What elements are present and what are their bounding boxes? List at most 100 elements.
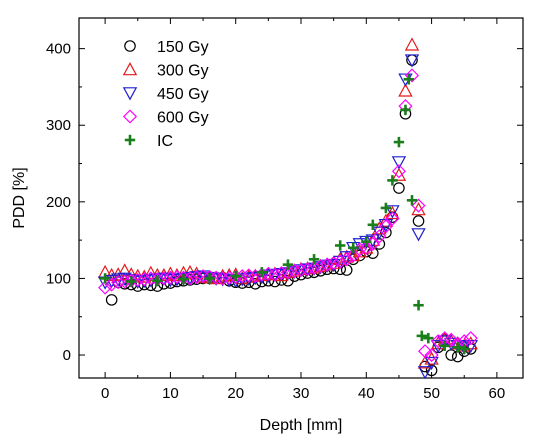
data-point	[230, 270, 241, 282]
data-point	[105, 294, 118, 306]
data-point	[99, 273, 111, 284]
data-point	[287, 263, 302, 278]
legend-marker	[122, 87, 138, 101]
data-point	[267, 267, 282, 282]
data-point	[393, 136, 405, 148]
data-point	[117, 274, 132, 289]
data-point	[417, 366, 433, 380]
data-point	[249, 277, 262, 290]
data-point	[424, 356, 439, 371]
x-tick-label: 20	[227, 385, 244, 402]
plot-border	[78, 17, 524, 379]
data-point	[412, 215, 425, 227]
data-point	[209, 270, 224, 285]
data-point	[189, 269, 204, 284]
data-point	[204, 273, 215, 284]
data-point	[156, 271, 171, 286]
data-point	[391, 156, 407, 170]
data-point	[391, 164, 406, 179]
data-point	[143, 271, 158, 286]
legend-label: 300 Gy	[157, 63, 209, 80]
x-axis-ticks: 0 10 20 30 40 50 60	[101, 18, 505, 402]
data-point	[98, 280, 113, 295]
data-point	[411, 228, 426, 242]
data-point	[378, 213, 394, 227]
data-point	[280, 265, 295, 280]
data-point	[124, 273, 139, 288]
x-tick-label: 40	[358, 385, 375, 402]
data-point	[385, 211, 400, 226]
data-point	[333, 254, 348, 269]
data-point	[196, 269, 211, 284]
data-point	[269, 275, 281, 288]
data-point	[143, 265, 159, 279]
data-point	[404, 68, 420, 83]
x-tick-label: 60	[489, 385, 506, 402]
data-point	[320, 257, 335, 272]
data-point	[300, 262, 315, 277]
data-point	[372, 221, 387, 235]
data-point	[463, 336, 478, 350]
x-tick-label: 30	[293, 385, 310, 402]
data-point	[126, 276, 137, 287]
data-point	[307, 260, 322, 275]
data-point	[348, 242, 359, 253]
data-point	[372, 229, 387, 244]
data-point	[293, 262, 309, 278]
data-point	[400, 104, 411, 116]
x-tick-label: 50	[423, 385, 440, 402]
y-tick-label: 100	[46, 270, 71, 287]
data-point	[308, 254, 320, 265]
data-point	[444, 332, 459, 347]
legend-marker	[122, 62, 138, 76]
x-axis-label: Depth [mm]	[260, 417, 343, 434]
data-point	[424, 347, 439, 363]
legend: 150 Gy 300 Gy 450 Gy 600 Gy IC	[122, 39, 209, 150]
legend-label: IC	[157, 133, 173, 150]
data-point	[228, 269, 243, 284]
data-point	[413, 300, 424, 311]
data-point	[334, 240, 346, 251]
legend-label: 600 Gy	[157, 110, 209, 127]
data-point	[104, 277, 119, 292]
data-point	[431, 334, 446, 349]
data-point	[445, 349, 457, 361]
x-tick-label: 10	[162, 385, 179, 402]
data-point	[380, 202, 392, 214]
y-tick-label: 300	[46, 117, 71, 134]
data-point	[169, 269, 184, 284]
data-point	[130, 272, 145, 288]
data-point	[452, 342, 463, 353]
data-point	[387, 175, 398, 186]
data-point	[137, 272, 152, 287]
y-axis-ticks: 0 100 200 300 400	[46, 41, 523, 364]
legend-marker	[124, 40, 136, 52]
y-tick-label: 400	[46, 41, 71, 58]
x-tick-label: 0	[101, 385, 109, 402]
data-point	[274, 266, 289, 281]
data-point	[256, 267, 268, 278]
y-tick-label: 0	[63, 347, 71, 364]
data-point	[463, 331, 478, 346]
data-point	[111, 275, 126, 290]
series-triangle-up	[97, 37, 478, 369]
data-point	[385, 205, 400, 219]
legend-label: 150 Gy	[157, 39, 209, 56]
data-point	[404, 37, 420, 51]
data-point	[406, 195, 418, 206]
data-point	[367, 219, 379, 231]
data-point	[423, 332, 434, 344]
data-point	[385, 205, 400, 220]
series-plus	[99, 74, 470, 355]
data-point	[346, 247, 361, 262]
data-point	[235, 269, 250, 284]
legend-marker	[124, 134, 136, 146]
data-point	[439, 340, 450, 352]
data-point	[430, 336, 446, 350]
data-point	[248, 269, 263, 284]
data-point	[282, 259, 294, 270]
data-point	[361, 236, 372, 247]
data-point	[393, 182, 405, 194]
data-point	[418, 344, 433, 359]
